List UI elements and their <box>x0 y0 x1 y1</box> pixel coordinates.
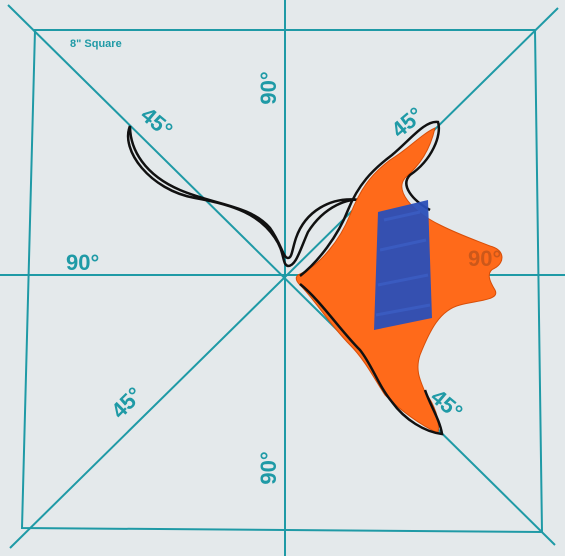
label-right-90: 90° <box>468 246 501 271</box>
board-title: 8" Square <box>70 38 122 50</box>
tape-texture <box>375 210 431 317</box>
diagonal-line-a <box>7 4 556 546</box>
label-bottom-90: 90° <box>256 451 281 484</box>
traced-outline-right <box>299 120 444 436</box>
diagonal-line-b <box>9 7 559 549</box>
blue-tape <box>374 200 432 330</box>
label-left-90: 90° <box>66 250 99 275</box>
label-top-90: 90° <box>256 71 281 104</box>
